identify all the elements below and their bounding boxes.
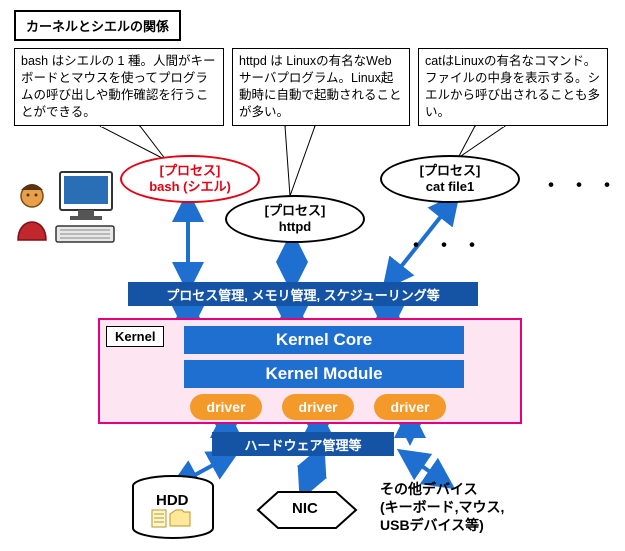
driver-pill-1: driver [190,394,262,420]
nic-label: NIC [292,500,318,517]
process-cat: [プロセス] cat file1 [380,155,520,203]
other-l1: その他デバイス [380,480,600,498]
process-httpd-l1: [プロセス] [265,203,326,219]
driver-pill-2: driver [282,394,354,420]
process-cat-l2: cat file1 [426,179,474,195]
other-l2: (キーボード,マウス, [380,498,600,516]
process-httpd-l2: httpd [279,219,311,235]
desc-box-bash: bash はシエルの 1 種。人間がキーボードとマウスを使ってプログラムの呼び出… [14,48,224,126]
process-bash: [プロセス] bash (シエル) [120,155,260,203]
driver-pill-3: driver [374,394,446,420]
hdd-label: HDD [156,492,189,509]
kernel-core-bar: Kernel Core [184,326,464,354]
process-bash-l2: bash (シエル) [149,179,231,195]
desc-box-cat: catはLinuxの有名なコマンド。ファイルの中身を表示する。シエルから呼び出さ… [418,48,608,126]
caption-process-mgmt: プロセス管理, メモリ管理, スケジューリング等 [128,282,478,306]
other-devices-label: その他デバイス (キーボード,マウス, USBデバイス等) [380,480,600,535]
process-cat-l1: [プロセス] [420,163,481,179]
dots-top: ・・・ [540,168,624,200]
desc-box-httpd: httpd は Linuxの有名なWebサーバプログラム。Linux起動時に自動… [232,48,410,126]
kernel-module-bar: Kernel Module [184,360,464,388]
process-httpd: [プロセス] httpd [225,195,365,243]
other-l3: USBデバイス等) [380,516,600,534]
diagram-title: カーネルとシエルの関係 [14,10,181,41]
process-bash-l1: [プロセス] [160,163,221,179]
caption-hardware-mgmt: ハードウェア管理等 [212,432,394,456]
kernel-label: Kernel [106,326,164,347]
user-computer-icon [18,172,114,242]
dots-mid: ・・・ [405,228,489,260]
